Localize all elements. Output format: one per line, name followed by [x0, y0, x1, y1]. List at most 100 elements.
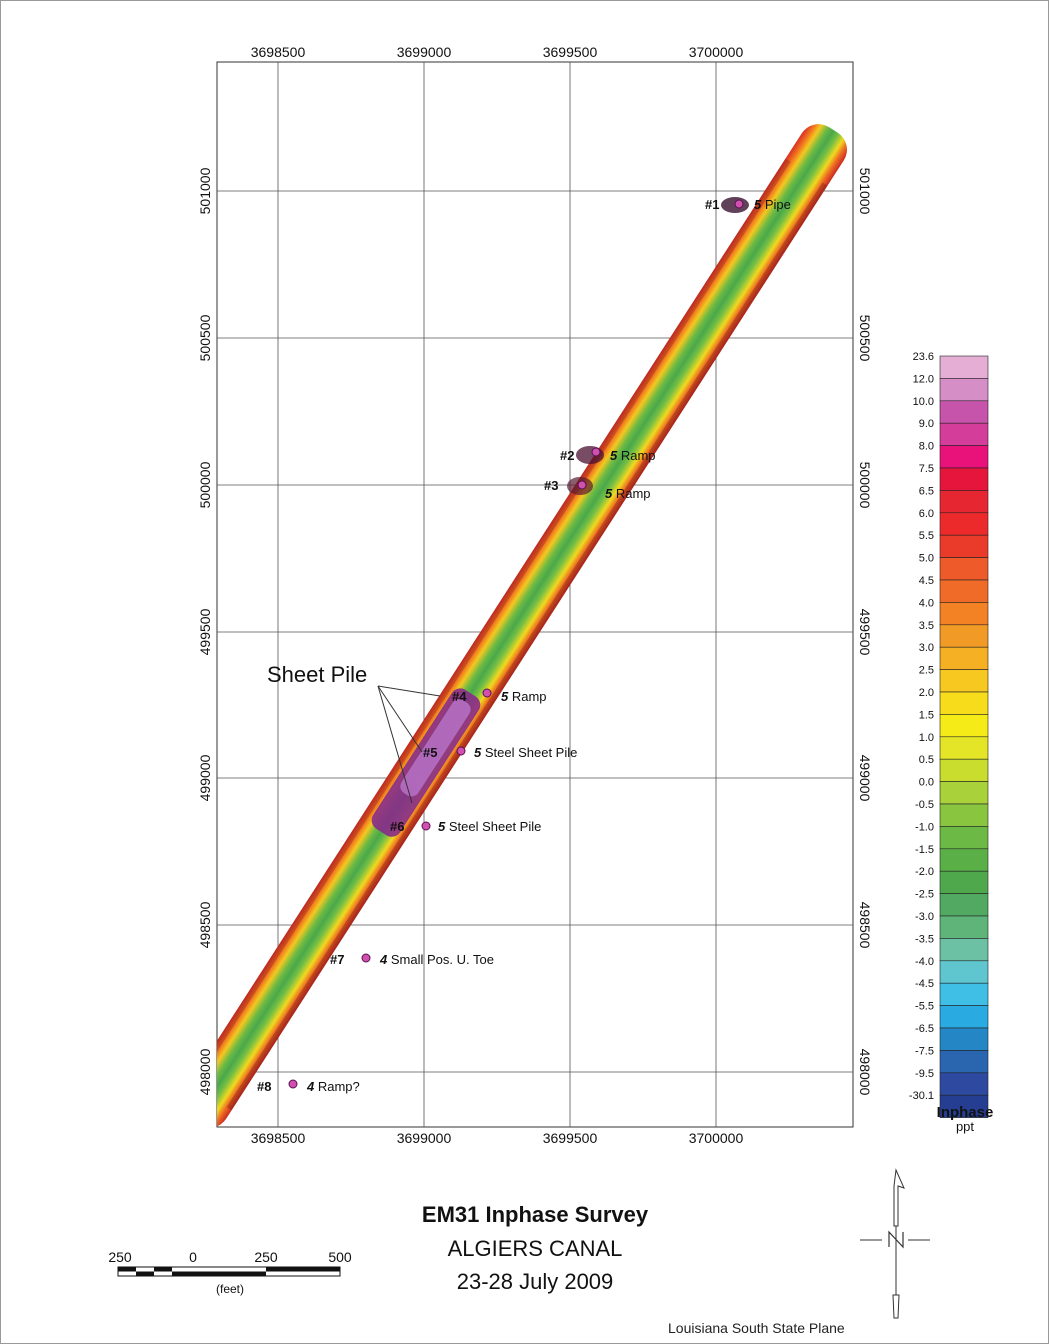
legend-label: -2.5: [915, 889, 934, 901]
legend-label: -4.5: [915, 978, 934, 990]
legend-label: -1.5: [915, 844, 934, 856]
anomaly-label: Steel Sheet Pile: [485, 745, 578, 760]
sheet-pile-annotation: Sheet Pile: [267, 662, 367, 687]
legend-swatch: [940, 983, 988, 1005]
legend-swatch: [940, 782, 988, 804]
y-tick-left-label: 499000: [197, 754, 213, 801]
y-tick-left-label: 498000: [197, 1048, 213, 1095]
y-axis-ticks-right: 5010005005005000004995004990004985004980…: [857, 168, 873, 1096]
scale-seg-5: [192, 1272, 266, 1277]
anomaly-description: 5 Ramp: [605, 486, 651, 501]
map-title: EM31 Inphase Survey: [350, 1202, 720, 1228]
legend-label: 1.0: [919, 732, 934, 744]
anomaly-id-label: #4: [452, 689, 467, 704]
scale-bar: 250 0 250 500 (feet): [108, 1249, 352, 1296]
anomaly-marker-dot: [289, 1080, 297, 1088]
scale-seg-3: [154, 1267, 172, 1272]
legend-swatch: [940, 356, 988, 378]
color-legend: 23.6 12.0 10.0 9.0 8.0 7.5 6.5 6.0 5.5 5.0 4.5 4.0 3…: [909, 351, 988, 1118]
anomaly-label: Pipe: [765, 197, 791, 212]
scale-unit: (feet): [216, 1282, 244, 1296]
legend-swatch: [940, 602, 988, 624]
x-axis-ticks-top: 3698500 3699000 3699500 3700000: [251, 44, 744, 60]
legend-swatch: [940, 535, 988, 557]
anomaly-marker-dot: [362, 954, 370, 962]
anomaly-id-label: #3: [544, 478, 558, 493]
legend-swatch: [940, 1050, 988, 1072]
anomaly-id-label: #5: [423, 745, 437, 760]
anomaly-description: 5 Steel Sheet Pile: [438, 819, 541, 834]
scale-label-250-right: 250: [254, 1249, 278, 1265]
legend-label: -7.5: [915, 1045, 934, 1057]
legend-swatch: [940, 1073, 988, 1095]
y-tick-right-label: 499000: [857, 755, 873, 802]
scale-label-500: 500: [328, 1249, 352, 1265]
legend-swatch: [940, 1028, 988, 1050]
anomaly-label: Ramp?: [318, 1079, 360, 1094]
anomaly-description: 5 Ramp: [501, 689, 547, 704]
scale-seg-6: [266, 1267, 340, 1272]
anomaly-label: Ramp: [512, 689, 547, 704]
map-subtitle: ALGIERS CANAL: [350, 1236, 720, 1262]
legend-label: 5.0: [919, 553, 934, 565]
anomaly-marker-dot: [592, 448, 600, 456]
y-axis-ticks-left: 5010005005005000004995004990004985004980…: [197, 167, 213, 1095]
legend-swatch: [940, 401, 988, 423]
anomaly-description: 5 Ramp: [610, 448, 656, 463]
legend-label: -4.0: [915, 956, 934, 968]
legend-label: -2.0: [915, 866, 934, 878]
ramp-anomaly-blob-2: [576, 446, 604, 464]
x-tick-bottom-label: 3698500: [251, 1130, 306, 1146]
anomaly-description: 5 Steel Sheet Pile: [474, 745, 577, 760]
scale-label-250-left: 250: [108, 1249, 132, 1265]
legend-label: -6.5: [915, 1023, 934, 1035]
legend-label: 2.5: [919, 665, 934, 677]
legend-label: -5.5: [915, 1001, 934, 1013]
legend-swatch: [940, 625, 988, 647]
anomaly-label: Ramp: [616, 486, 651, 501]
legend-swatch: [940, 759, 988, 781]
legend-label: 5.5: [919, 530, 934, 542]
y-tick-right-label: 501000: [857, 168, 873, 215]
scale-seg-2: [136, 1272, 154, 1277]
scale-seg-4: [172, 1272, 192, 1277]
anomaly-marker-dot: [457, 747, 465, 755]
y-tick-left-label: 500000: [197, 461, 213, 508]
legend-swatch: [940, 961, 988, 983]
legend-label: 0.5: [919, 754, 934, 766]
legend-label: 10.0: [913, 396, 934, 408]
legend-swatch: [940, 894, 988, 916]
legend-swatch: [940, 692, 988, 714]
legend-swatch: [940, 849, 988, 871]
legend-label: -0.5: [915, 799, 934, 811]
legend-swatch: [940, 1006, 988, 1028]
legend-label: -3.5: [915, 933, 934, 945]
x-tick-top-label: 3699500: [543, 44, 598, 60]
legend-swatch: [940, 446, 988, 468]
legend-label: 2.0: [919, 687, 934, 699]
anomaly-id-label: #7: [330, 952, 344, 967]
anomaly-description: 4 Small Pos. U. Toe: [379, 952, 494, 967]
legend-swatch: [940, 468, 988, 490]
north-arrow-icon: [860, 1170, 930, 1318]
anomaly-label: Ramp: [621, 448, 656, 463]
legend-label: 4.5: [919, 575, 934, 587]
y-tick-right-label: 498500: [857, 902, 873, 949]
x-tick-top-label: 3700000: [689, 44, 744, 60]
legend-swatch: [940, 423, 988, 445]
legend-label: 12.0: [913, 373, 934, 385]
x-tick-bottom-label: 3700000: [689, 1130, 744, 1146]
legend-label: 6.0: [919, 508, 934, 520]
legend-swatch: [940, 513, 988, 535]
y-tick-left-label: 498500: [197, 901, 213, 948]
y-tick-right-label: 500500: [857, 315, 873, 362]
anomaly-label: Small Pos. U. Toe: [391, 952, 494, 967]
anomaly-marker-dot: [422, 822, 430, 830]
y-tick-left-label: 501000: [197, 167, 213, 214]
survey-date: 23-28 July 2009: [350, 1269, 720, 1295]
legend-label: 8.0: [919, 441, 934, 453]
legend-label: 1.5: [919, 709, 934, 721]
projection-label: Louisiana South State Plane: [668, 1320, 845, 1336]
legend-label: 3.0: [919, 642, 934, 654]
